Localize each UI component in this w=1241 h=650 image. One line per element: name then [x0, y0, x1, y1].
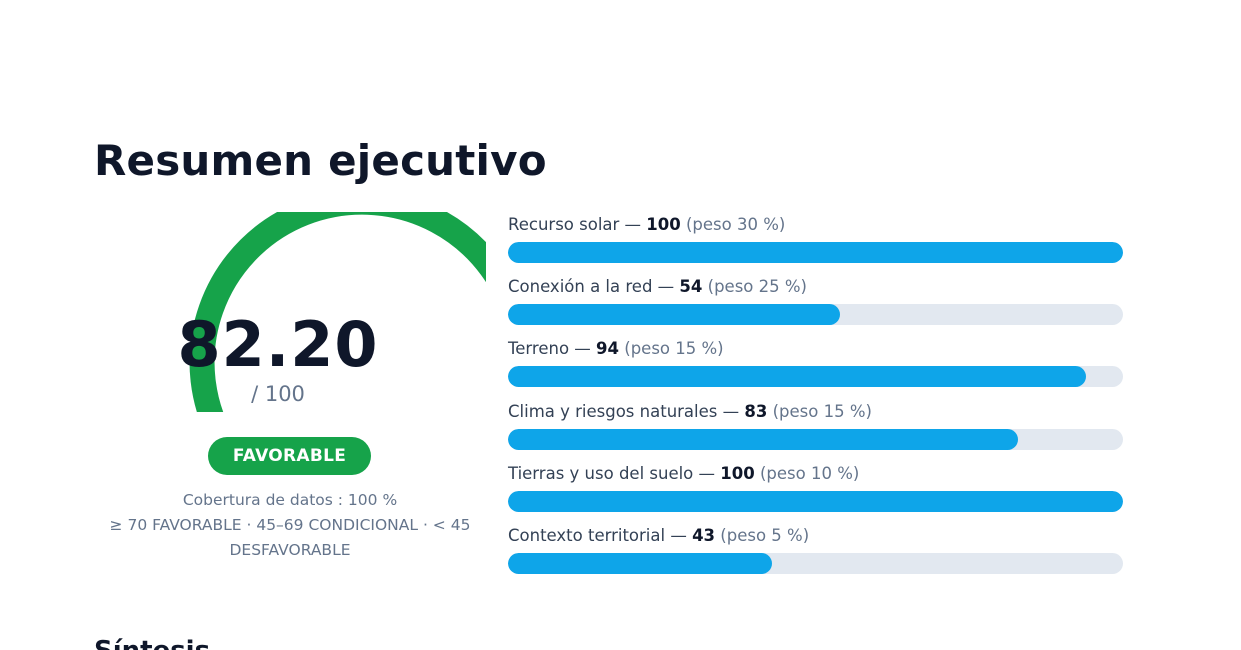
criterion-bar-track: [508, 366, 1123, 388]
criterion-bar-fill: [508, 428, 1019, 450]
criterion-bar-track: [508, 242, 1123, 263]
rating-scale-legend: ≥ 70 FAVORABLE · 45–69 CONDICIONAL · < 4…: [109, 516, 471, 559]
criterion-row: Clima y riesgos naturales — 83 (peso 15 …: [508, 401, 1123, 463]
score-gauge: 82.20 / 100 FAVORABLE Cobertura de datos…: [94, 212, 486, 572]
criterion-weight: (peso 30 %): [680, 215, 786, 234]
criterion-row: Conexión a la red — 54 (peso 25 %): [508, 276, 1123, 338]
criterion-row: Recurso solar — 100 (peso 30 %): [508, 214, 1123, 276]
gauge-value-arc: [189, 212, 486, 412]
criterion-weight: (peso 25 %): [702, 277, 807, 297]
criterion-bar-fill: [508, 552, 773, 574]
criterion-weight: (peso 15 %): [767, 401, 872, 421]
criterion-name: Recurso solar —: [508, 215, 647, 234]
criterion-score: 43: [692, 525, 716, 545]
score-value: 82.20: [177, 308, 379, 381]
criterion-row: Contexto territorial — 43 (peso 5 %): [508, 525, 1123, 587]
gauge-chart: [189, 212, 486, 412]
criterion-label: Contexto territorial — 43 (peso 5 %): [508, 526, 809, 545]
criterion-row: Terreno — 94 (peso 15 %): [508, 338, 1123, 400]
criterion-name: Contexto territorial —: [508, 525, 693, 545]
criterion-name: Conexión a la red —: [508, 277, 680, 297]
synthesis-section-title: Síntesis: [94, 636, 210, 650]
criterion-bar-fill: [508, 366, 1087, 388]
page-title: Resumen ejecutivo: [94, 136, 547, 185]
criterion-name: Clima y riesgos naturales —: [508, 401, 745, 421]
criterion-bar-track: [508, 490, 1123, 512]
criteria-bars: Recurso solar — 100 (peso 30 %) Conexión …: [508, 214, 1123, 587]
criterion-bar-fill: [508, 242, 1123, 263]
criterion-label: Tierras y uso del suelo — 100 (peso 10 %…: [508, 464, 859, 483]
criterion-score: 100: [720, 463, 755, 483]
criterion-name: Tierras y uso del suelo —: [508, 463, 721, 483]
criterion-label: Clima y riesgos naturales — 83 (peso 15 …: [508, 402, 872, 421]
criterion-score: 94: [596, 339, 620, 359]
criterion-score: 54: [679, 277, 703, 297]
criterion-bar-track: [508, 552, 1123, 574]
criterion-label: Conexión a la red — 54 (peso 25 %): [508, 277, 807, 296]
criterion-weight: (peso 5 %): [715, 525, 810, 545]
score-max-label: / 100: [251, 382, 305, 406]
criterion-score: 100: [646, 215, 681, 234]
criterion-label: Terreno — 94 (peso 15 %): [508, 339, 724, 358]
status-badge: FAVORABLE: [208, 437, 371, 475]
criterion-weight: (peso 15 %): [619, 339, 724, 359]
criterion-bar-fill: [508, 304, 841, 326]
criterion-row: Tierras y uso del suelo — 100 (peso 10 %…: [508, 463, 1123, 525]
criterion-weight: (peso 10 %): [754, 463, 860, 483]
data-coverage-text: Cobertura de datos : 100 %: [182, 491, 398, 509]
criterion-bar-track: [508, 304, 1123, 326]
criterion-label: Recurso solar — 100 (peso 30 %): [508, 215, 785, 234]
criterion-bar-fill: [508, 490, 1123, 512]
criterion-bar-track: [508, 428, 1123, 450]
criterion-score: 83: [744, 401, 768, 421]
criterion-name: Terreno —: [508, 339, 597, 359]
